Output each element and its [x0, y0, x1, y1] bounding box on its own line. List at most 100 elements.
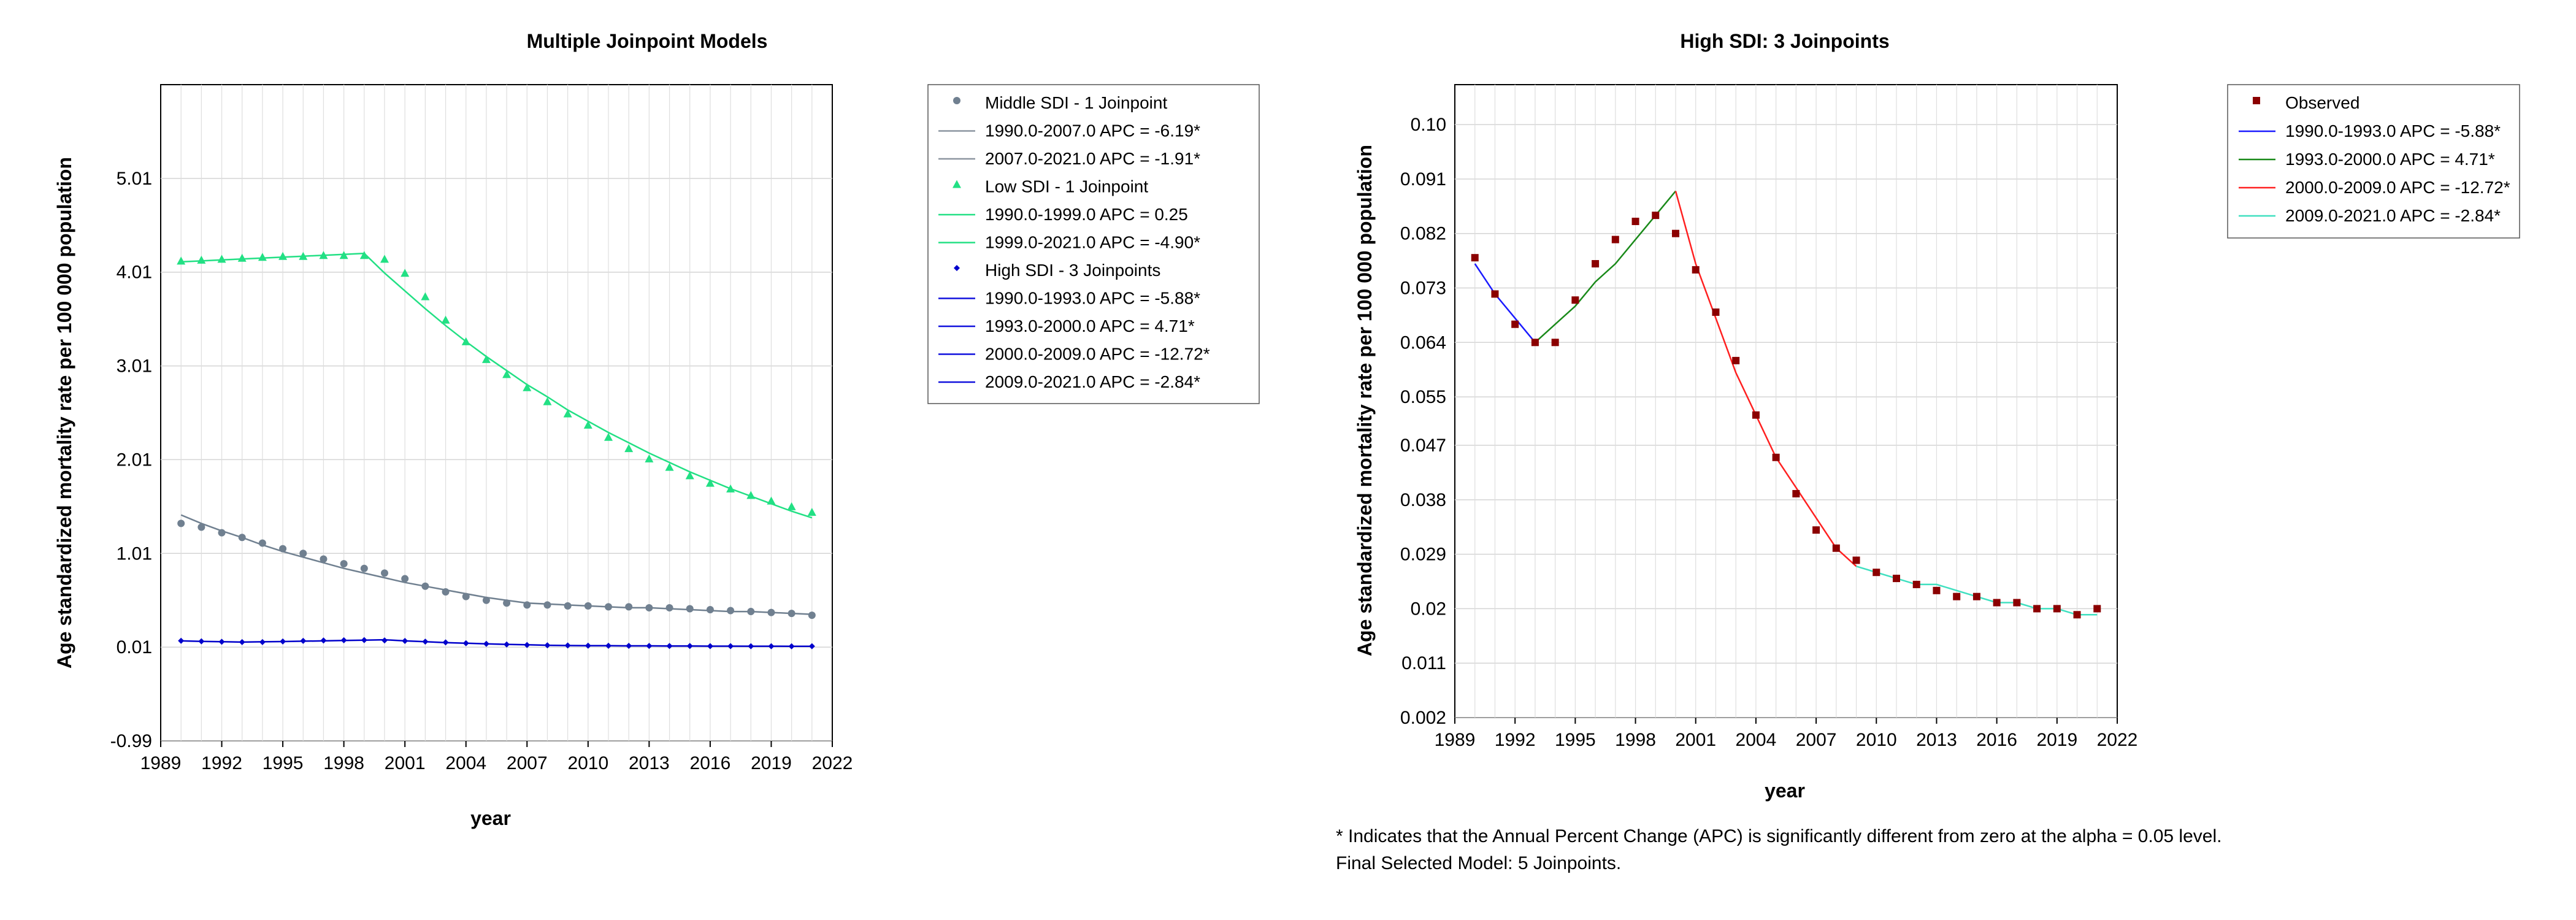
data-point [768, 643, 775, 650]
data-point [2093, 605, 2101, 613]
data-point [585, 642, 591, 649]
legend: Middle SDI - 1 Joinpoint 1990.0-2007.0 AP… [927, 84, 1260, 404]
x-tick-label: 1998 [1615, 730, 1656, 750]
data-point [258, 253, 267, 261]
data-point [421, 292, 430, 301]
data-point [1672, 229, 1679, 237]
footnote-significance: * Indicates that the Annual Percent Chan… [1336, 826, 2222, 846]
data-point [340, 637, 347, 643]
data-point [767, 608, 775, 616]
data-point [1551, 339, 1559, 347]
y-tick-label: 0.038 [1400, 490, 1446, 510]
data-point [320, 637, 327, 644]
data-point [1993, 599, 2001, 607]
data-point [502, 370, 512, 378]
gridlines [161, 85, 832, 742]
data-point [2033, 605, 2041, 613]
data-point [1692, 266, 1700, 274]
data-point [1972, 592, 1980, 600]
data-point [217, 255, 226, 263]
data-point [1491, 290, 1499, 298]
x-axis-label: year [470, 807, 511, 829]
legend-label: High SDI - 3 Joinpoints [985, 261, 1160, 280]
data-point [359, 251, 369, 259]
x-tick-label: 1989 [140, 753, 182, 773]
y-tick-label: 0.01 [117, 637, 152, 657]
data-point [462, 592, 470, 600]
y-tick-label: 0.002 [1400, 708, 1446, 728]
data-point [707, 643, 713, 650]
y-tick-label: 5.01 [117, 169, 152, 189]
x-tick-label: 2022 [2097, 730, 2138, 750]
data-point [177, 519, 185, 527]
data-point [197, 255, 206, 264]
data-point [645, 604, 653, 611]
footnote-model: Final Selected Model: 5 Joinpoints. [1336, 853, 1622, 873]
fitted-segment [1674, 191, 1857, 567]
data-point [686, 643, 693, 650]
data-point [563, 409, 572, 418]
data-point [1631, 217, 1639, 225]
data-point [1873, 569, 1880, 577]
x-tick-label: 2019 [2036, 730, 2077, 750]
legend-box [2227, 84, 2520, 239]
data-point [1571, 296, 1579, 304]
data-point [461, 337, 470, 345]
legend-marker [953, 180, 961, 188]
data-point [685, 471, 694, 480]
data-point [727, 643, 734, 650]
data-point [625, 603, 633, 611]
data-point [686, 605, 694, 613]
data-point [258, 539, 266, 547]
data-point [604, 432, 613, 441]
footnote: * Indicates that the Annual Percent Chan… [1336, 823, 2221, 877]
data-point [808, 643, 815, 650]
data-point [583, 420, 592, 429]
data-point [422, 638, 429, 645]
data-point [442, 639, 449, 646]
data-point [339, 251, 348, 259]
legend-label: 1990.0-2007.0 APC = -6.19* [985, 121, 1200, 140]
data-point [705, 478, 715, 487]
data-point [319, 251, 328, 259]
y-tick-label: -0.99 [110, 731, 152, 751]
plot-area [160, 84, 833, 742]
chart-title: High SDI: 3 Joinpoints [1680, 30, 1889, 52]
data-point [1652, 212, 1660, 220]
data-point [564, 642, 571, 649]
data-point [381, 569, 388, 577]
x-tick-label: 1992 [201, 753, 242, 773]
legend-label: Middle SDI - 1 Joinpoint [985, 93, 1167, 112]
data-point [239, 638, 245, 645]
x-axis-label: year [1765, 780, 1805, 802]
data-point [1832, 544, 1840, 552]
data-point [808, 611, 816, 619]
data-point [259, 638, 266, 645]
data-point [483, 640, 489, 647]
legend-marker [954, 265, 960, 271]
data-point [544, 642, 551, 649]
data-point [177, 256, 186, 265]
x-tick-label: 2001 [385, 753, 426, 773]
data-point [300, 637, 307, 644]
legend-label: 2009.0-2021.0 APC = -2.84* [2285, 206, 2501, 225]
data-point [1592, 260, 1600, 268]
y-tick-label: 0.064 [1400, 332, 1446, 353]
x-tick-label: 1995 [1555, 730, 1596, 750]
data-point [441, 315, 450, 324]
data-point [1933, 586, 1941, 594]
y-tick-label: 0.082 [1400, 224, 1446, 244]
legend-marker [953, 97, 960, 104]
x-tick-label: 2010 [1856, 730, 1897, 750]
data-point [381, 637, 388, 644]
data-point [320, 555, 328, 563]
data-point [543, 397, 552, 405]
x-tick-label: 2016 [690, 753, 731, 773]
y-tick-label: 0.02 [1411, 599, 1446, 619]
observed-markers [1471, 212, 2101, 619]
data-point [198, 638, 205, 645]
data-point [238, 534, 246, 542]
legend-label: Observed [2285, 93, 2359, 112]
data-point [1611, 236, 1619, 243]
